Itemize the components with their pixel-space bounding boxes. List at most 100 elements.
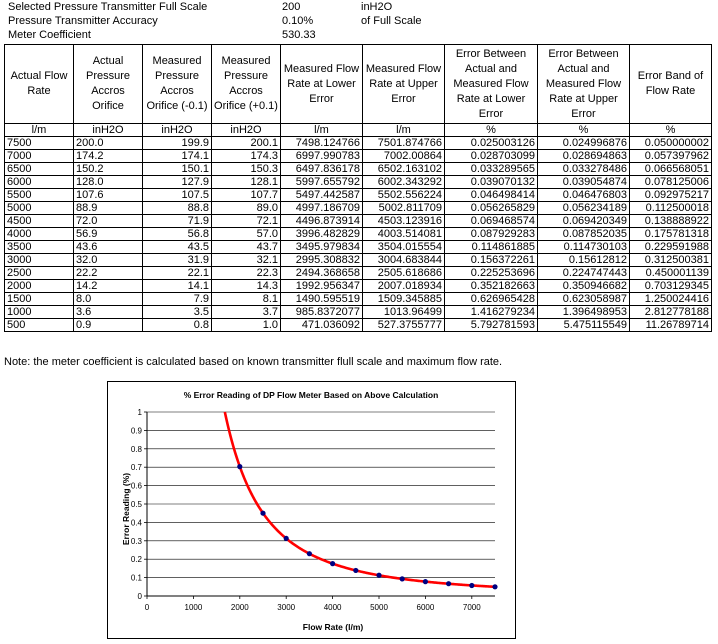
table-cell: 2500 <box>4 266 74 280</box>
table-cell: 88.8 <box>142 201 212 215</box>
table-cell: 0.046498414 <box>444 188 538 202</box>
unit-cell: l/m <box>4 123 74 137</box>
x-tick-label: 1000 <box>185 603 203 612</box>
table-cell: 3.5 <box>142 305 212 319</box>
table-cell: 11.26789714 <box>629 318 712 332</box>
table-cell: 7.9 <box>142 292 212 306</box>
table-cell: 0.156372261 <box>444 253 538 267</box>
table-cell: 6497.836178 <box>280 162 363 176</box>
unit-cell: inH2O <box>211 123 281 137</box>
table-cell: 7000 <box>4 149 74 163</box>
table-cell: 5.475115549 <box>537 318 630 332</box>
table-cell: 5497.442587 <box>280 188 363 202</box>
chart-grid <box>147 411 495 578</box>
table-cell: 14.3 <box>211 279 281 293</box>
table-cell: 0.350946682 <box>537 279 630 293</box>
table-cell: 0.092975217 <box>629 188 712 202</box>
table-row: 3500 43.6 43.5 43.7 3495.979834 3504.015554 0.… <box>4 240 712 254</box>
table-cell: 3495.979834 <box>280 240 363 254</box>
y-tick-label: 0.3 <box>131 537 143 546</box>
table-cell: 5500 <box>4 188 74 202</box>
table-cell: 3004.683844 <box>362 253 445 267</box>
table-header-row: Actual Flow Rate Actual Pressure Accros … <box>4 44 712 124</box>
table-row: 5500 107.6 107.5 107.7 5497.442587 5502.55622… <box>4 188 712 202</box>
data-point <box>330 561 336 567</box>
table-cell: 3.7 <box>211 305 281 319</box>
x-tick-label: 7000 <box>463 603 481 612</box>
table-body: 7500 200.0 199.9 200.1 7498.124766 7501.87476… <box>4 136 712 332</box>
y-tick-label: 0.1 <box>131 574 143 583</box>
table-cell: 0.046476803 <box>537 188 630 202</box>
table-cell: 2995.308832 <box>280 253 363 267</box>
table-cell: 0.114730103 <box>537 240 630 254</box>
table-cell: 31.9 <box>142 253 212 267</box>
table-cell: 7002.00864 <box>362 149 445 163</box>
table-cell: 150.3 <box>211 162 281 176</box>
table-cell: 0.229591988 <box>629 240 712 254</box>
table-cell: 1.396498953 <box>537 305 630 319</box>
table-cell: 200.0 <box>73 136 143 150</box>
table-cell: 4000 <box>4 227 74 241</box>
table-cell: 1000 <box>4 305 74 319</box>
table-cell: 1.0 <box>211 318 281 332</box>
unit-cell: % <box>629 123 712 137</box>
table-cell: 4503.123916 <box>362 214 445 228</box>
data-point <box>260 510 266 516</box>
param-value: 200 <box>282 1 301 13</box>
x-tick-label: 5000 <box>370 603 388 612</box>
table-cell: 0.056234189 <box>537 201 630 215</box>
table-cell: 4997.186709 <box>280 201 363 215</box>
x-tick-label: 3000 <box>277 603 295 612</box>
table-cell: 8.0 <box>73 292 143 306</box>
table-row: 2000 14.2 14.1 14.3 1992.956347 2007.018934 0.… <box>4 279 712 293</box>
calculation-table: Actual Flow Rate Actual Pressure Accros … <box>4 44 712 332</box>
x-tick-label: 4000 <box>324 603 342 612</box>
table-cell: 150.2 <box>73 162 143 176</box>
x-tick-label: 6000 <box>417 603 435 612</box>
data-point <box>283 535 289 542</box>
table-units-row: l/m inH2O inH2O inH2O l/m l/m % % % <box>4 123 712 137</box>
table-cell: 2494.368658 <box>280 266 363 280</box>
table-cell: 128.0 <box>73 175 143 189</box>
parameters-block: Selected Pressure Transmitter Full Scale… <box>4 0 464 42</box>
table-cell: 0.626965428 <box>444 292 538 306</box>
col-header-measured-pressure-low: Measured Pressure Accros Orifice (-0.1) <box>142 44 212 124</box>
table-cell: 107.6 <box>73 188 143 202</box>
table-cell: 4003.514081 <box>362 227 445 241</box>
table-cell: 0.175781318 <box>629 227 712 241</box>
col-header-actual-pressure: Actual Pressure Accros Orifice <box>73 44 143 124</box>
y-tick-label: 0.4 <box>131 518 143 527</box>
table-cell: 5002.811709 <box>362 201 445 215</box>
param-row-accuracy: Pressure Transmitter Accuracy 0.10% of F… <box>4 14 464 28</box>
table-row: 6500 150.2 150.1 150.3 6497.836178 6502.16310… <box>4 162 712 176</box>
table-cell: 56.8 <box>142 227 212 241</box>
table-cell: 22.3 <box>211 266 281 280</box>
table-cell: 0.069420349 <box>537 214 630 228</box>
table-cell: 0.114861885 <box>444 240 538 254</box>
table-cell: 5000 <box>4 201 74 215</box>
unit-cell: l/m <box>362 123 445 137</box>
table-row: 2500 22.2 22.1 22.3 2494.368658 2505.618686 0.… <box>4 266 712 280</box>
table-cell: 0.039054874 <box>537 175 630 189</box>
table-cell: 22.2 <box>73 266 143 280</box>
table-cell: 0.028694863 <box>537 149 630 163</box>
x-tick-label: 2000 <box>231 603 249 612</box>
table-cell: 1500 <box>4 292 74 306</box>
table-cell: 174.1 <box>142 149 212 163</box>
col-header-error-upper: Error Between Actual and Measured Flow R… <box>537 44 630 124</box>
table-cell: 6000 <box>4 175 74 189</box>
table-cell: 0.078125006 <box>629 175 712 189</box>
table-cell: 2007.018934 <box>362 279 445 293</box>
unit-cell: inH2O <box>142 123 212 137</box>
table-cell: 1490.595519 <box>280 292 363 306</box>
table-cell: 174.3 <box>211 149 281 163</box>
table-cell: 7498.124766 <box>280 136 363 150</box>
table-cell: 22.1 <box>142 266 212 280</box>
unit-cell: l/m <box>280 123 363 137</box>
table-cell: 0.312500381 <box>629 253 712 267</box>
y-tick-label: 0.5 <box>131 500 143 509</box>
unit-cell: inH2O <box>73 123 143 137</box>
data-point <box>376 572 382 578</box>
table-cell: 6500 <box>4 162 74 176</box>
param-value: 530.33 <box>282 29 316 41</box>
